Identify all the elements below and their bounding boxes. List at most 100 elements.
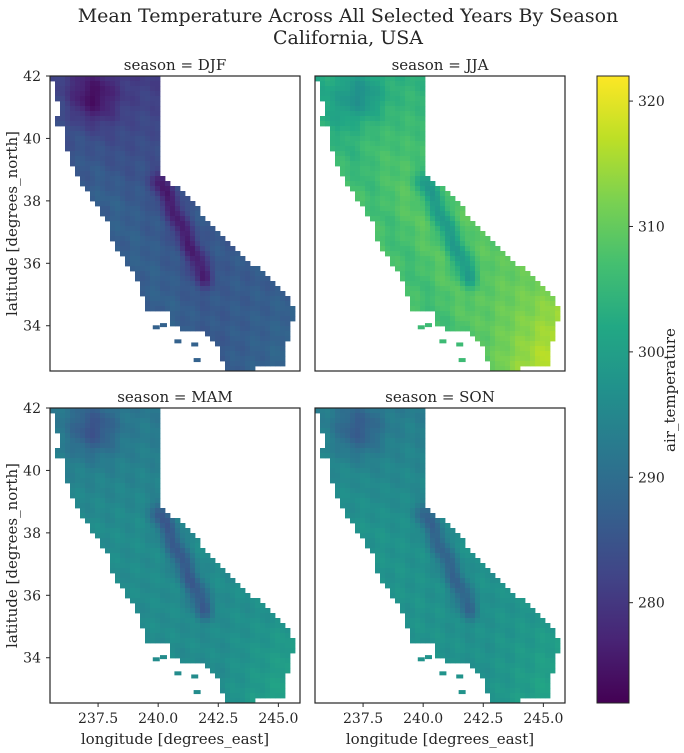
- heatmap-cell: [450, 633, 456, 639]
- heatmap-cell: [220, 598, 226, 604]
- chart-title: Mean Temperature Across All Selected Yea…: [78, 5, 619, 27]
- heatmap-cell: [380, 413, 386, 419]
- heatmap-cell: [280, 361, 286, 367]
- heatmap-cell: [185, 286, 191, 292]
- heatmap-cell: [500, 608, 506, 614]
- heatmap-cell: [365, 413, 371, 419]
- heatmap-cell: [110, 106, 116, 112]
- heatmap-cell: [375, 86, 381, 92]
- heatmap-cell: [455, 608, 461, 614]
- heatmap-cell: [275, 688, 281, 694]
- heatmap-cell: [355, 423, 361, 429]
- heatmap-cell: [80, 81, 86, 87]
- heatmap-cell: [435, 523, 441, 529]
- heatmap-cell: [530, 296, 536, 302]
- heatmap-cell: [155, 638, 161, 644]
- heatmap-cell: [250, 683, 256, 689]
- heatmap-cell: [60, 116, 66, 122]
- heatmap-cell: [460, 221, 466, 227]
- heatmap-cell: [410, 613, 416, 619]
- heatmap-cell: [390, 246, 396, 252]
- heatmap-cell: [250, 326, 256, 332]
- heatmap-cell: [115, 563, 121, 569]
- heatmap-cell: [355, 151, 361, 157]
- heatmap-cell: [175, 306, 181, 312]
- heatmap-cell: [335, 428, 341, 434]
- heatmap-cell: [140, 96, 146, 102]
- heatmap-cell: [270, 678, 276, 684]
- island-cell: [417, 657, 425, 662]
- heatmap-cell: [340, 463, 346, 469]
- heatmap-cell: [185, 241, 191, 247]
- heatmap-cell: [100, 523, 106, 529]
- heatmap-cell: [110, 473, 116, 479]
- heatmap-cell: [415, 96, 421, 102]
- heatmap-cell: [480, 593, 486, 599]
- heatmap-cell: [165, 593, 171, 599]
- heatmap-cell: [505, 598, 511, 604]
- heatmap-cell: [215, 643, 221, 649]
- heatmap-cell: [445, 638, 451, 644]
- heatmap-cell: [490, 331, 496, 337]
- heatmap-cell: [480, 638, 486, 644]
- heatmap-cell: [260, 683, 266, 689]
- heatmap-cell: [400, 226, 406, 232]
- heatmap-cell: [410, 583, 416, 589]
- heatmap-cell: [410, 448, 416, 454]
- heatmap-cell: [465, 271, 471, 277]
- heatmap-cell: [385, 418, 391, 424]
- heatmap-cell: [105, 453, 111, 459]
- heatmap-cell: [530, 346, 536, 352]
- heatmap-cell: [395, 498, 401, 504]
- heatmap-cell: [145, 131, 151, 137]
- heatmap-cell: [100, 196, 106, 202]
- heatmap-cell: [425, 176, 431, 182]
- heatmap-cell: [340, 161, 346, 167]
- heatmap-cell: [500, 256, 506, 262]
- heatmap-cell: [160, 548, 166, 554]
- heatmap-cell: [460, 206, 466, 212]
- heatmap-cell: [110, 508, 116, 514]
- heatmap-cell: [150, 201, 156, 207]
- heatmap-cell: [200, 643, 206, 649]
- heatmap-cell: [400, 186, 406, 192]
- heatmap-cell: [135, 131, 141, 137]
- heatmap-cell: [455, 251, 461, 257]
- heatmap-cell: [385, 413, 391, 419]
- heatmap-cell: [185, 306, 191, 312]
- heatmap-cell: [130, 246, 136, 252]
- heatmap-cell: [545, 628, 551, 634]
- heatmap-cell: [85, 111, 91, 117]
- heatmap-cell: [80, 408, 86, 414]
- heatmap-cell: [175, 628, 181, 634]
- heatmap-cell: [100, 201, 106, 207]
- heatmap-cell: [75, 131, 81, 137]
- heatmap-cell: [175, 266, 181, 272]
- heatmap-cell: [145, 176, 151, 182]
- heatmap-cell: [360, 161, 366, 167]
- x-tick-label: 245.0: [523, 711, 563, 727]
- heatmap-cell: [505, 361, 511, 367]
- heatmap-cell: [495, 613, 501, 619]
- heatmap-cell: [85, 448, 91, 454]
- heatmap-cell: [365, 488, 371, 494]
- heatmap-cell: [375, 498, 381, 504]
- heatmap-cell: [75, 151, 81, 157]
- island-cell: [439, 671, 447, 676]
- heatmap-cell: [120, 101, 126, 107]
- heatmap-cell: [225, 643, 231, 649]
- heatmap-cell: [140, 583, 146, 589]
- heatmap-cell: [150, 171, 156, 177]
- heatmap-cell: [275, 326, 281, 332]
- heatmap-cell: [400, 161, 406, 167]
- heatmap-cell: [350, 86, 356, 92]
- heatmap-cell: [320, 116, 326, 122]
- heatmap-cell: [395, 86, 401, 92]
- heatmap-cell: [330, 116, 336, 122]
- heatmap-cell: [210, 246, 216, 252]
- heatmap-cell: [270, 668, 276, 674]
- heatmap-cell: [450, 311, 456, 317]
- heatmap-cell: [400, 156, 406, 162]
- heatmap-cell: [465, 553, 471, 559]
